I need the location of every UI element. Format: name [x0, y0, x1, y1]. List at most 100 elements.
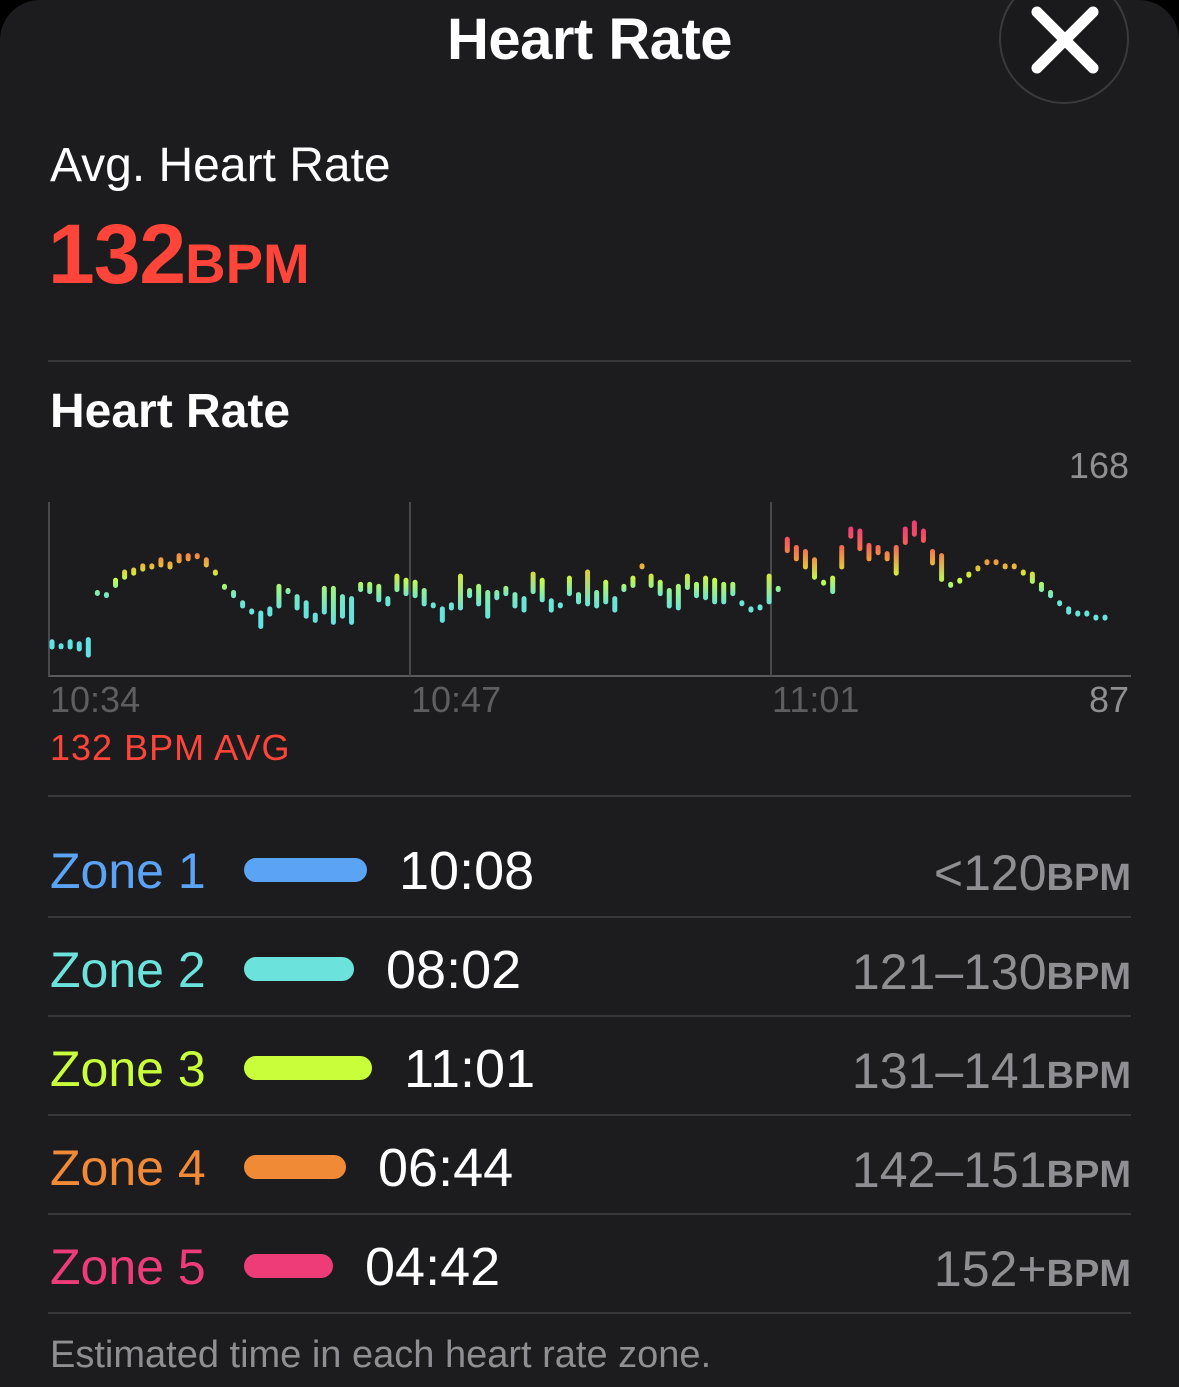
zone-duration-bar	[244, 1155, 346, 1179]
heart-rate-bar	[421, 587, 427, 607]
zone-divider	[48, 1114, 1131, 1116]
zone-divider	[48, 1312, 1131, 1314]
heart-rate-bar	[221, 583, 227, 590]
heart-rate-bar	[866, 542, 872, 562]
heart-rate-bar	[984, 559, 990, 566]
heart-rate-bar	[294, 594, 300, 611]
zone-range: <120BPM	[934, 844, 1131, 902]
heart-rate-bar	[103, 592, 109, 599]
heart-rate-bar	[639, 563, 645, 570]
zone-duration-bar	[244, 858, 367, 882]
zone-range-unit: BPM	[1046, 857, 1131, 899]
heart-rate-bar	[448, 602, 454, 611]
heart-rate-bar	[930, 549, 936, 566]
heart-rate-bar	[158, 557, 164, 568]
zone-time: 10:08	[399, 841, 535, 901]
heart-rate-bar	[276, 583, 282, 609]
heart-rate-bar	[566, 575, 572, 597]
heart-rate-bar	[757, 604, 763, 611]
heart-rate-bar	[457, 573, 463, 611]
heart-rate-bar	[1075, 610, 1081, 617]
zone-footnote: Estimated time in each heart rate zone.	[50, 1334, 712, 1376]
heart-rate-bar	[1011, 563, 1017, 570]
heart-rate-bar	[267, 606, 273, 617]
heart-rate-bar	[58, 643, 64, 650]
heart-rate-bar	[957, 577, 963, 584]
zone-range: 121–130BPM	[852, 943, 1131, 1001]
heart-rate-bar	[793, 544, 799, 562]
zone-name: Zone 3	[50, 1041, 206, 1097]
heart-rate-bar	[730, 581, 736, 597]
heart-rate-bar	[176, 553, 182, 564]
zone-time: 08:02	[386, 940, 522, 1000]
heart-rate-bar	[312, 612, 318, 623]
heart-rate-bar	[585, 569, 591, 607]
heart-rate-bar	[802, 549, 808, 570]
zone-time: 04:42	[365, 1237, 501, 1297]
zone-row: Zone 2 08:02 121–130BPM	[48, 919, 1131, 1017]
heart-rate-bar	[594, 590, 600, 609]
zone-row: Zone 5 04:42 152+BPM	[48, 1216, 1131, 1314]
divider	[48, 795, 1131, 797]
heart-rate-bar	[113, 577, 119, 588]
heart-rate-bar	[167, 561, 173, 570]
heart-rate-bar	[76, 641, 82, 652]
heart-rate-bar	[321, 585, 327, 615]
heart-rate-bar	[948, 581, 954, 588]
zone-duration-bar	[244, 1254, 333, 1278]
heart-rate-bar	[430, 602, 436, 609]
heart-rate-bar	[485, 590, 491, 619]
heart-rate-bar	[1102, 614, 1108, 621]
heart-rate-bar	[521, 596, 527, 613]
heart-rate-bar	[576, 592, 581, 605]
avg-heart-rate-number: 132	[48, 207, 186, 301]
zone-range: 131–141BPM	[852, 1042, 1131, 1100]
zone-name: Zone 4	[50, 1140, 206, 1196]
heart-rate-bar	[684, 573, 690, 591]
close-button[interactable]	[999, 0, 1129, 104]
avg-heart-rate-value: 132BPM	[48, 206, 310, 303]
zone-row: Zone 3 11:01 131–141BPM	[48, 1018, 1131, 1116]
zone-range-unit: BPM	[1046, 1253, 1131, 1295]
heart-rate-bar	[1093, 614, 1099, 621]
heart-rate-bar	[67, 639, 73, 650]
heart-rate-bar	[339, 594, 345, 619]
heart-rate-bar	[1002, 563, 1008, 570]
heart-rate-bar	[666, 587, 672, 609]
x-tick-label: 10:47	[411, 679, 501, 720]
heart-rate-bar	[330, 585, 336, 625]
heart-rate-bar	[675, 583, 681, 611]
zone-range-value: 152+	[933, 1241, 1047, 1297]
heart-rate-bar	[875, 544, 881, 556]
heart-rate-bar	[603, 579, 609, 605]
heart-rate-bar	[503, 585, 509, 597]
heart-rate-bar	[539, 577, 545, 603]
heart-rate-bar	[848, 526, 854, 539]
heart-rate-bar	[902, 526, 908, 545]
heart-rate-bar	[231, 590, 237, 599]
zone-range-value: 142–151	[851, 1142, 1047, 1198]
zone-divider	[48, 916, 1131, 918]
heart-rate-bar	[494, 590, 500, 601]
y-min-label: 87	[1089, 679, 1129, 720]
close-icon	[1031, 6, 1099, 74]
heart-rate-bar	[439, 606, 445, 623]
heart-rate-bar	[85, 637, 91, 658]
sheet-title: Heart Rate	[446, 7, 733, 72]
heart-rate-bar	[185, 553, 191, 562]
heart-rate-bar	[939, 553, 945, 582]
heart-rate-bar	[94, 590, 100, 597]
heart-rate-bar	[557, 602, 563, 609]
zone-time: 11:01	[404, 1039, 536, 1099]
zone-range-value: 131–141	[851, 1043, 1047, 1099]
zone-range-unit: BPM	[1046, 1154, 1131, 1196]
heart-rate-bar	[285, 587, 291, 595]
heart-rate-bar	[530, 571, 536, 595]
heart-rate-bar	[621, 583, 627, 593]
zone-duration-bar	[244, 1056, 372, 1080]
avg-bpm-caption: 132 BPM AVG	[50, 727, 291, 768]
heart-rate-bar	[240, 600, 246, 609]
zone-range-unit: BPM	[1046, 956, 1131, 998]
heart-rate-bar	[512, 592, 518, 609]
heart-rate-bar	[766, 573, 772, 605]
